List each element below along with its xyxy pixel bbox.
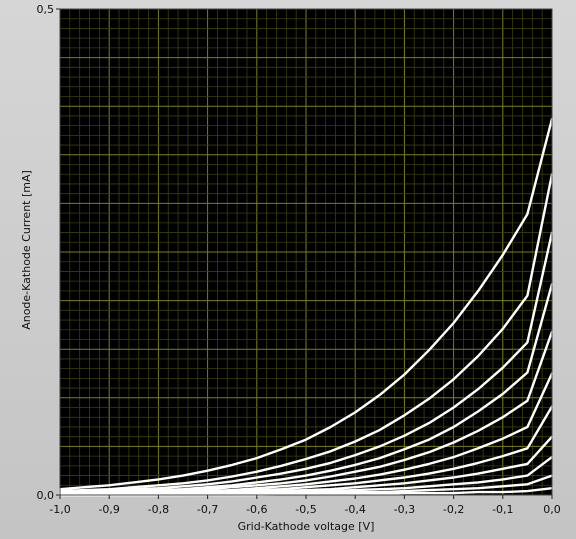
x-tick-label: -0,7 <box>197 503 218 516</box>
y-tick-label: 0,0 <box>37 489 55 502</box>
x-tick-label: -0,6 <box>246 503 267 516</box>
x-tick-label: -0,3 <box>394 503 415 516</box>
x-tick-label: -0,4 <box>344 503 365 516</box>
x-tick-label: -0,2 <box>443 503 464 516</box>
x-tick-label: -0,1 <box>492 503 513 516</box>
x-tick-label: -0,8 <box>148 503 169 516</box>
x-tick-label: -0,9 <box>98 503 119 516</box>
y-axis-title: Anode-Kathode Current [mA] <box>20 170 33 330</box>
y-tick-label: 0,5 <box>37 3 55 16</box>
x-tick-label: -0,5 <box>295 503 316 516</box>
series-line-1 <box>58 117 554 491</box>
x-axis-ticks: -1,0 -0,9 -0,8 -0,7 -0,6 -0,5 -0,4 -0,3 -0,2 -0,1… <box>49 495 561 516</box>
x-axis-title: Grid-Kathode voltage [V] <box>238 520 375 533</box>
x-tick-label: 0,0 <box>543 503 561 516</box>
series-line-3 <box>58 231 554 494</box>
series-line-2 <box>58 172 554 493</box>
data-traces <box>58 117 554 497</box>
x-tick-label: -1,0 <box>49 503 70 516</box>
y-axis-ticks: 0,0 0,5 <box>37 3 60 502</box>
